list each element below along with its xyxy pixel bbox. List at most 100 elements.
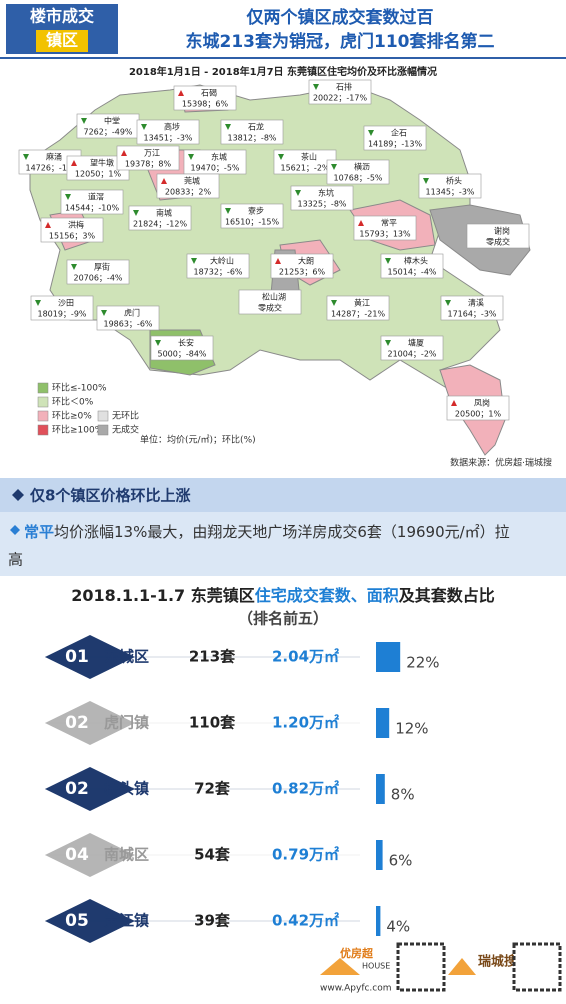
town-labels: 石碣 15398；6% 石排 20022；-17% 中堂 7262；-49% 高埗 13451… — [18, 79, 530, 421]
area: 0.42万㎡ — [272, 912, 339, 930]
legend-label: 环比＜0% — [52, 396, 94, 408]
town-name: 塘厦 — [408, 338, 424, 348]
town-label: 常平 15793；13% — [353, 215, 417, 241]
count: 72套 — [194, 780, 231, 798]
bullet2-text: 均价涨幅13%最大，由翔龙天地广场洋房成交6套（19690元/㎡）拉 — [54, 523, 510, 541]
legend-swatch — [37, 410, 49, 422]
town-box — [116, 145, 180, 171]
town-name: 大岭山 — [210, 256, 234, 266]
town-label: 横沥 10768；-5% — [326, 159, 390, 185]
town-name: 松山湖 — [262, 292, 286, 302]
map-title: 2018年1月1日 - 2018年1月7日 东莞镇区住宅均价及环比涨幅情况 — [129, 65, 437, 78]
map-source: 数据来源：优房超·瑞城搜 — [450, 457, 552, 469]
rank: 04 — [65, 845, 89, 865]
tag-line2: 镇区 — [46, 31, 78, 50]
share-bar — [376, 642, 401, 672]
town-value: 零成交 — [486, 237, 510, 247]
trend-down — [65, 194, 71, 200]
town-box — [173, 85, 237, 111]
share-bar — [376, 774, 385, 804]
town-name: 虎门 — [124, 308, 140, 318]
notes-head — [0, 478, 566, 512]
town-box — [220, 203, 284, 229]
town-label: 长安 5000；-84% — [150, 335, 214, 361]
trend-down — [101, 310, 107, 316]
rank-diamond — [45, 701, 135, 745]
town-box — [353, 215, 417, 241]
town-label: 道滘 14544；-10% — [60, 189, 124, 215]
share-label: 12% — [395, 720, 428, 738]
share-bar — [376, 708, 390, 738]
town-name: 莞城 — [184, 176, 200, 186]
town-value: 20706；-4% — [73, 274, 122, 283]
trend-down — [81, 118, 87, 124]
share-label: 22% — [406, 654, 439, 672]
brand1-sub: HOUSE — [362, 962, 390, 971]
rank-diamond — [45, 899, 135, 943]
town-name: 道滘 — [88, 192, 104, 202]
town-name: 凤岗 — [474, 399, 490, 408]
ranking-row: 05 黄江镇 39套 0.42万㎡ 4% — [45, 899, 410, 943]
town-value: 14189；-13% — [368, 140, 423, 149]
trend-up — [121, 150, 127, 156]
trend-down — [71, 264, 77, 270]
town-name: 横沥 — [354, 162, 370, 172]
rank: 05 — [65, 911, 89, 931]
town-label: 石排 20022；-17% — [308, 79, 372, 105]
town-value: 21824；-12% — [133, 220, 188, 229]
town-value: 19470；-5% — [190, 164, 239, 173]
town-label: 樟木头 15014；-4% — [380, 253, 444, 279]
town-box — [440, 295, 504, 321]
town-name: 石碣 — [201, 89, 217, 98]
area: 0.82万㎡ — [272, 780, 339, 798]
town-label: 石碣 15398；6% — [173, 85, 237, 111]
town-label: 厚街 20706；-4% — [66, 259, 130, 285]
trend-down — [225, 124, 231, 130]
town-label: 凤岗 20500；1% — [446, 395, 510, 421]
town-name: 桥头 — [446, 176, 462, 186]
town-label: 万江 19378；8% — [116, 145, 180, 171]
bullet2-highlight: 常平 — [24, 523, 54, 541]
rank: 02 — [65, 713, 89, 733]
town-value: 15156；3% — [49, 232, 96, 241]
trend-down — [445, 300, 451, 306]
town-label: 清溪 17164；-3% — [440, 295, 504, 321]
legend-swatch — [37, 382, 49, 394]
town-label: 企石 14189；-13% — [363, 125, 427, 151]
trend-down — [188, 154, 194, 160]
town-value: 18019；-9% — [37, 310, 86, 319]
town-name: 中堂 — [104, 116, 120, 126]
trend-up — [178, 90, 184, 96]
trend-down — [295, 190, 301, 196]
town-value: 15793；13% — [359, 230, 411, 239]
brand1: 优房超 — [340, 946, 374, 960]
legend-label: 无成交 — [112, 424, 139, 436]
town-value: 11345；-3% — [425, 188, 474, 197]
town-label: 石龙 13812；-8% — [220, 119, 284, 145]
town-name: 寮步 — [248, 206, 264, 216]
qr-code — [512, 942, 562, 992]
town-value: 21253；6% — [279, 268, 326, 277]
town-name: 大朗 — [298, 256, 314, 266]
ranking-row: 02 虎门镇 110套 1.20万㎡ 12% — [45, 701, 429, 745]
share-label: 8% — [391, 786, 415, 804]
trend-up — [161, 178, 167, 184]
town-label: 桥头 11345；-3% — [418, 173, 482, 199]
rank: 02 — [65, 779, 89, 799]
trend-up — [451, 400, 457, 406]
trend-up — [275, 258, 281, 264]
town-name: 黄江 — [354, 298, 370, 308]
tag-highlight — [36, 30, 88, 52]
town-label: 南城 21824；-12% — [128, 205, 192, 231]
ranking-title-post: 及其套数占比 — [399, 586, 495, 605]
trend-down — [313, 84, 319, 90]
town-name: 清溪 — [468, 298, 484, 308]
town-value: 17164；-3% — [447, 310, 496, 319]
trend-down — [368, 130, 374, 136]
town-box — [326, 159, 390, 185]
trend-down — [331, 164, 337, 170]
town-box — [150, 335, 214, 361]
town-box — [270, 253, 334, 279]
